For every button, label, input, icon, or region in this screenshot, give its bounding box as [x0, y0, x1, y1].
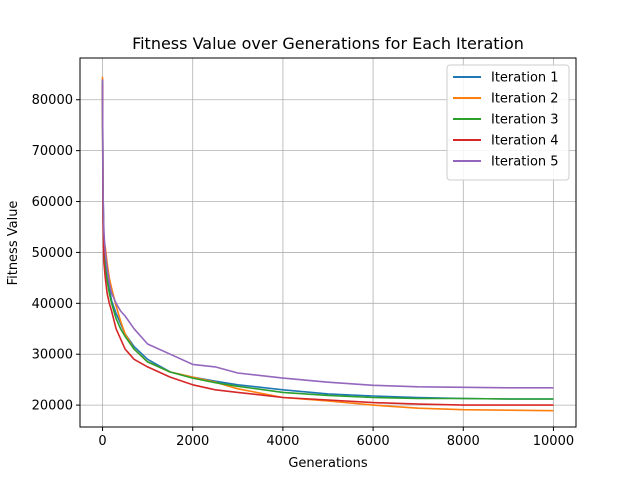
legend: Iteration 1 Iteration 2 Iteration 3 Iterati…	[446, 64, 570, 181]
legend-entry-label: Iteration 4	[491, 134, 559, 149]
legend-entry-label: Iteration 1	[491, 71, 559, 86]
chart-title: Fitness Value over Generations for Each …	[132, 34, 524, 53]
legend-box	[446, 64, 570, 181]
x-axis-ticks: 0 2000 4000 6000 8000 10000	[98, 427, 574, 449]
series-lines	[101, 76, 554, 412]
series-line-iteration-4	[101, 84, 554, 406]
x-tick-label: 4000	[266, 434, 299, 449]
y-tick-label: 30000	[32, 348, 73, 363]
legend-entry-label: Iteration 2	[491, 92, 559, 107]
legend-entry-label: Iteration 5	[491, 155, 559, 170]
grid	[80, 58, 576, 427]
x-tick-label: 0	[98, 434, 106, 449]
x-tick-label: 8000	[447, 434, 480, 449]
y-tick-label: 80000	[32, 93, 73, 108]
x-tick-label: 2000	[176, 434, 209, 449]
x-tick-label: 10000	[533, 434, 574, 449]
y-tick-label: 70000	[32, 144, 73, 159]
legend-entry-label: Iteration 3	[491, 113, 559, 128]
plot-frame	[79, 57, 577, 428]
y-tick-label: 50000	[32, 246, 73, 261]
y-tick-label: 40000	[32, 297, 73, 312]
y-tick-label: 60000	[32, 195, 73, 210]
x-tick-label: 6000	[357, 434, 390, 449]
y-tick-label: 20000	[32, 399, 73, 414]
y-axis-ticks: 20000 30000 40000 50000 60000 70000 80000	[32, 93, 80, 414]
x-axis-label: Generations	[288, 456, 368, 471]
series-line-iteration-5	[101, 79, 554, 389]
y-axis-label: Fitness Value	[6, 201, 21, 286]
series-line-iteration-3	[101, 81, 554, 400]
